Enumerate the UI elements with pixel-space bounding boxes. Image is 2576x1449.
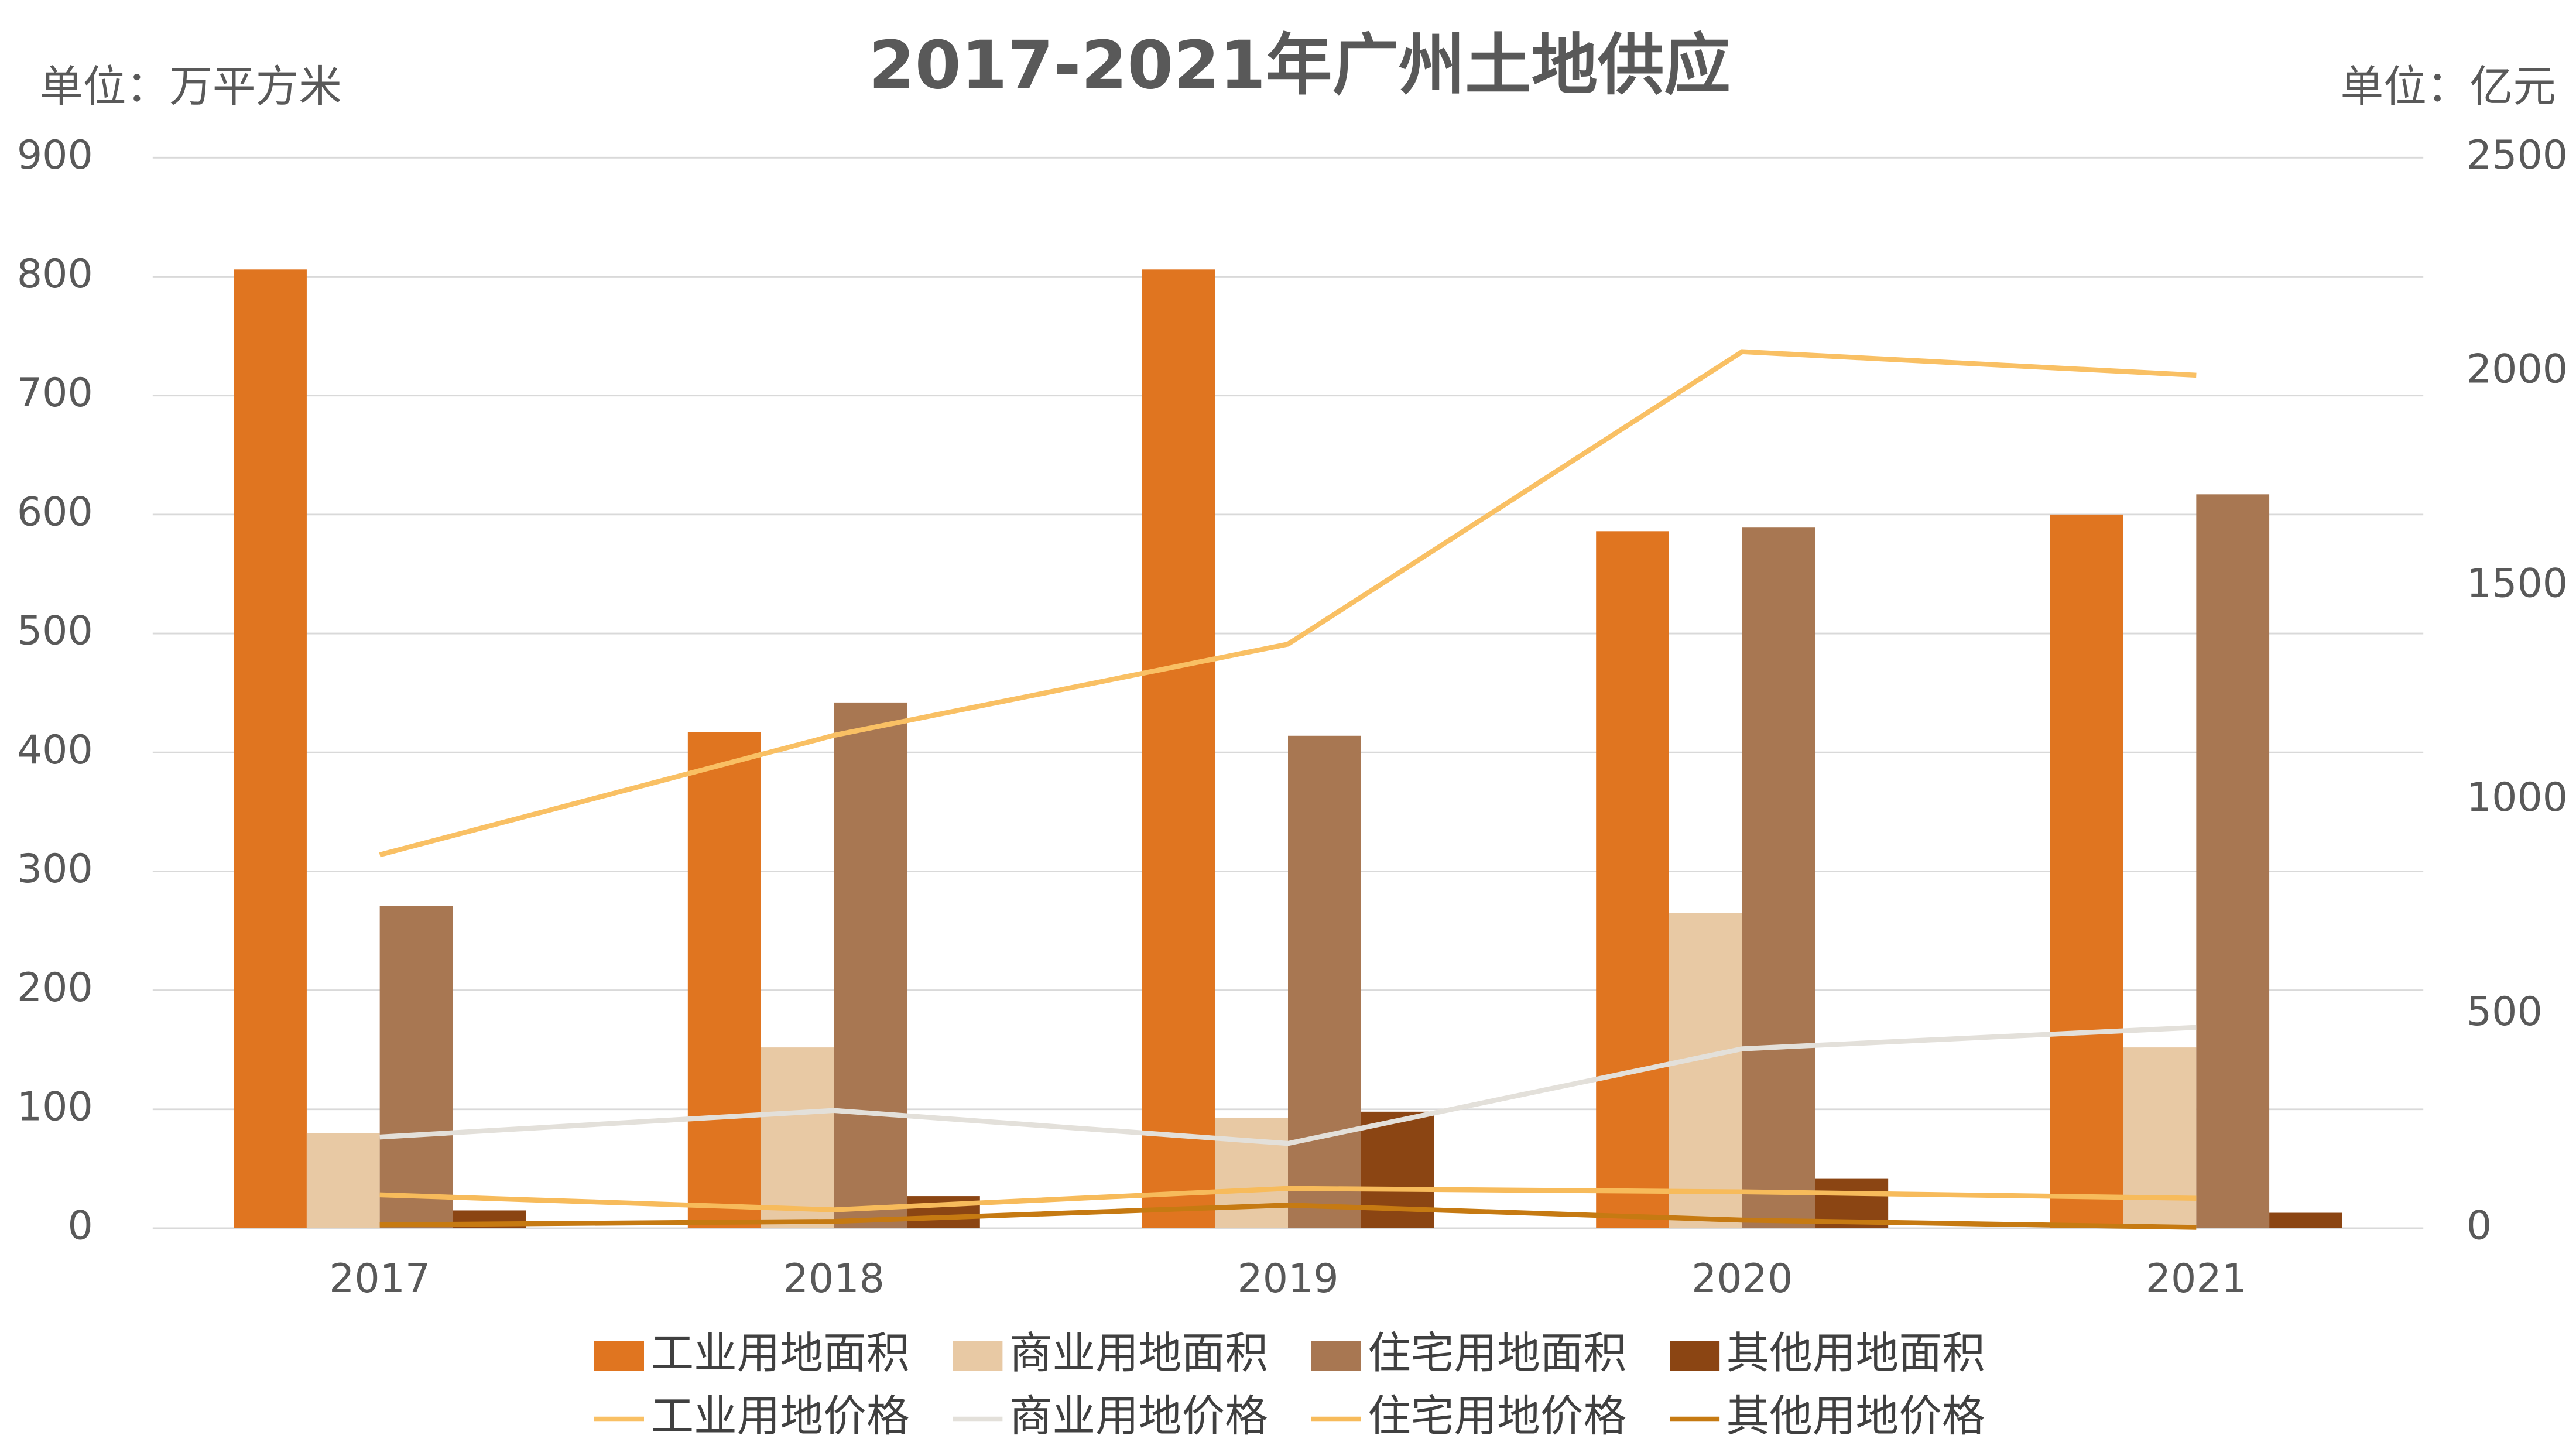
legend-label: 商业用地价格 bbox=[1009, 1392, 1268, 1441]
bar bbox=[687, 732, 761, 1228]
y2-tick-label: 500 bbox=[2467, 989, 2543, 1035]
line-series bbox=[379, 1203, 2197, 1230]
y-tick-label: 700 bbox=[17, 370, 93, 416]
legend-label: 其他用地面积 bbox=[1726, 1328, 1985, 1378]
y-tick-label: 200 bbox=[17, 965, 93, 1011]
legend-label: 其他用地价格 bbox=[1726, 1392, 1985, 1441]
x-tick-label: 2019 bbox=[1237, 1256, 1338, 1302]
bar bbox=[1742, 527, 1815, 1228]
y2-unit-label: 单位：亿元 bbox=[2340, 62, 2556, 112]
bar bbox=[1596, 531, 1669, 1228]
y-tick-label: 900 bbox=[17, 132, 93, 179]
y2-tick-label: 2000 bbox=[2467, 347, 2568, 393]
y2-tick-label: 2500 bbox=[2467, 132, 2568, 179]
y-tick-label: 600 bbox=[17, 489, 93, 535]
y2-tick-label: 1500 bbox=[2467, 560, 2568, 607]
bar bbox=[1288, 735, 1361, 1228]
bar bbox=[1669, 913, 1742, 1228]
line-series bbox=[379, 1186, 2197, 1212]
legend-swatch bbox=[1670, 1341, 1720, 1371]
bar bbox=[234, 269, 307, 1228]
y-tick-label: 300 bbox=[17, 846, 93, 892]
bar bbox=[907, 1196, 980, 1228]
legend-swatch bbox=[594, 1341, 644, 1371]
chart-title: 2017-2021年广州土地供应 bbox=[869, 26, 1731, 104]
y-tick-label: 500 bbox=[17, 608, 93, 655]
legend-label: 住宅用地面积 bbox=[1368, 1328, 1626, 1378]
legend-swatch bbox=[1311, 1341, 1361, 1371]
y-tick-label: 100 bbox=[17, 1084, 93, 1130]
line-series bbox=[379, 1025, 2197, 1146]
y2-tick-label: 1000 bbox=[2467, 775, 2568, 821]
bar bbox=[2123, 1047, 2197, 1228]
bar bbox=[2196, 494, 2270, 1228]
x-tick-label: 2021 bbox=[2146, 1256, 2247, 1302]
bar bbox=[306, 1133, 380, 1228]
y-tick-label: 400 bbox=[17, 727, 93, 773]
x-tick-label: 2020 bbox=[1691, 1256, 1793, 1302]
bar bbox=[834, 702, 907, 1228]
y-unit-label: 单位：万平方米 bbox=[40, 62, 342, 112]
bar bbox=[761, 1047, 834, 1228]
y-tick-label: 0 bbox=[67, 1203, 93, 1249]
y-tick-label: 800 bbox=[17, 251, 93, 297]
legend-label: 商业用地面积 bbox=[1009, 1328, 1268, 1378]
bar bbox=[1142, 269, 1215, 1228]
line-series bbox=[379, 349, 2197, 858]
x-tick-label: 2017 bbox=[329, 1256, 430, 1302]
bar bbox=[2269, 1212, 2342, 1228]
legend-swatch bbox=[953, 1341, 1003, 1371]
y2-tick-label: 0 bbox=[2467, 1203, 2492, 1249]
legend-label: 工业用地价格 bbox=[650, 1392, 909, 1441]
x-tick-label: 2018 bbox=[783, 1256, 885, 1302]
legend-label: 住宅用地价格 bbox=[1368, 1392, 1626, 1441]
bar bbox=[379, 906, 453, 1228]
bar bbox=[1215, 1117, 1288, 1228]
legend-label: 工业用地面积 bbox=[650, 1328, 909, 1378]
bar bbox=[2050, 514, 2123, 1228]
